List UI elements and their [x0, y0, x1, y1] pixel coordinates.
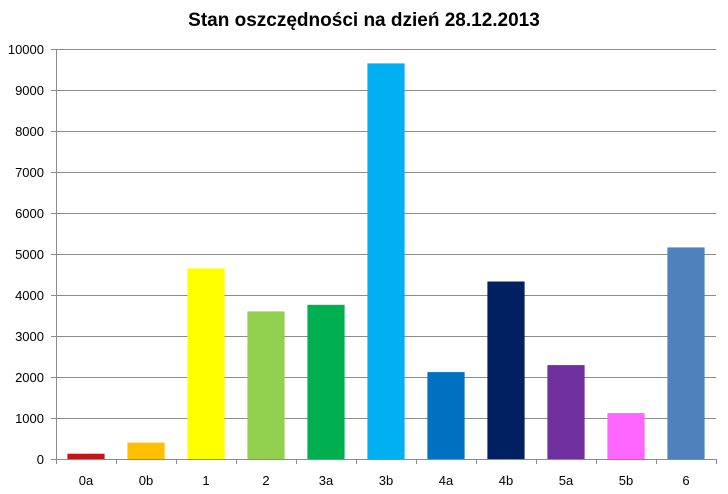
y-tick-label: 4000 — [15, 288, 44, 303]
bar-6 — [667, 247, 705, 459]
y-tick-label: 7000 — [15, 165, 44, 180]
bar-3a — [307, 304, 345, 459]
x-tick-label: 4a — [439, 473, 454, 488]
bar-5b — [607, 413, 645, 459]
y-tick-label: 1000 — [15, 411, 44, 426]
bar-0a — [67, 453, 105, 459]
x-tick-label: 1 — [202, 473, 209, 488]
y-tick-label: 8000 — [15, 124, 44, 139]
y-tick-label: 5000 — [15, 247, 44, 262]
y-tick-label: 2000 — [15, 370, 44, 385]
x-tick-label: 3b — [379, 473, 393, 488]
bar-4b — [487, 281, 525, 459]
y-tick-label: 0 — [37, 452, 44, 467]
bar-1 — [187, 268, 225, 459]
y-tick-label: 3000 — [15, 329, 44, 344]
bar-2 — [247, 311, 285, 459]
x-tick-label: 5b — [619, 473, 633, 488]
y-tick-label: 9000 — [15, 83, 44, 98]
x-tick-label: 4b — [499, 473, 513, 488]
x-tick-label: 3a — [319, 473, 334, 488]
x-tick-label: 5a — [559, 473, 574, 488]
x-tick-label: 0b — [139, 473, 153, 488]
y-tick-label: 6000 — [15, 206, 44, 221]
axes — [51, 49, 717, 464]
bar-3b — [367, 63, 405, 460]
y-tick-labels: 0 1000 2000 3000 4000 5000 6000 7000 8000 9000 100… — [8, 42, 44, 467]
x-tick-label: 2 — [262, 473, 269, 488]
bar-0b — [127, 442, 165, 459]
x-tick-label: 0a — [79, 473, 94, 488]
bar-5a — [547, 365, 585, 459]
bars — [67, 63, 705, 460]
x-tick-labels: 0a 0b 1 2 3a 3b 4a 4b 5a 5b 6 — [79, 473, 690, 488]
bar-4a — [427, 372, 465, 459]
chart-title: Stan oszczędności na dzień 28.12.2013 — [188, 10, 540, 31]
y-tick-label: 10000 — [8, 42, 44, 57]
x-tick-label: 6 — [682, 473, 689, 488]
